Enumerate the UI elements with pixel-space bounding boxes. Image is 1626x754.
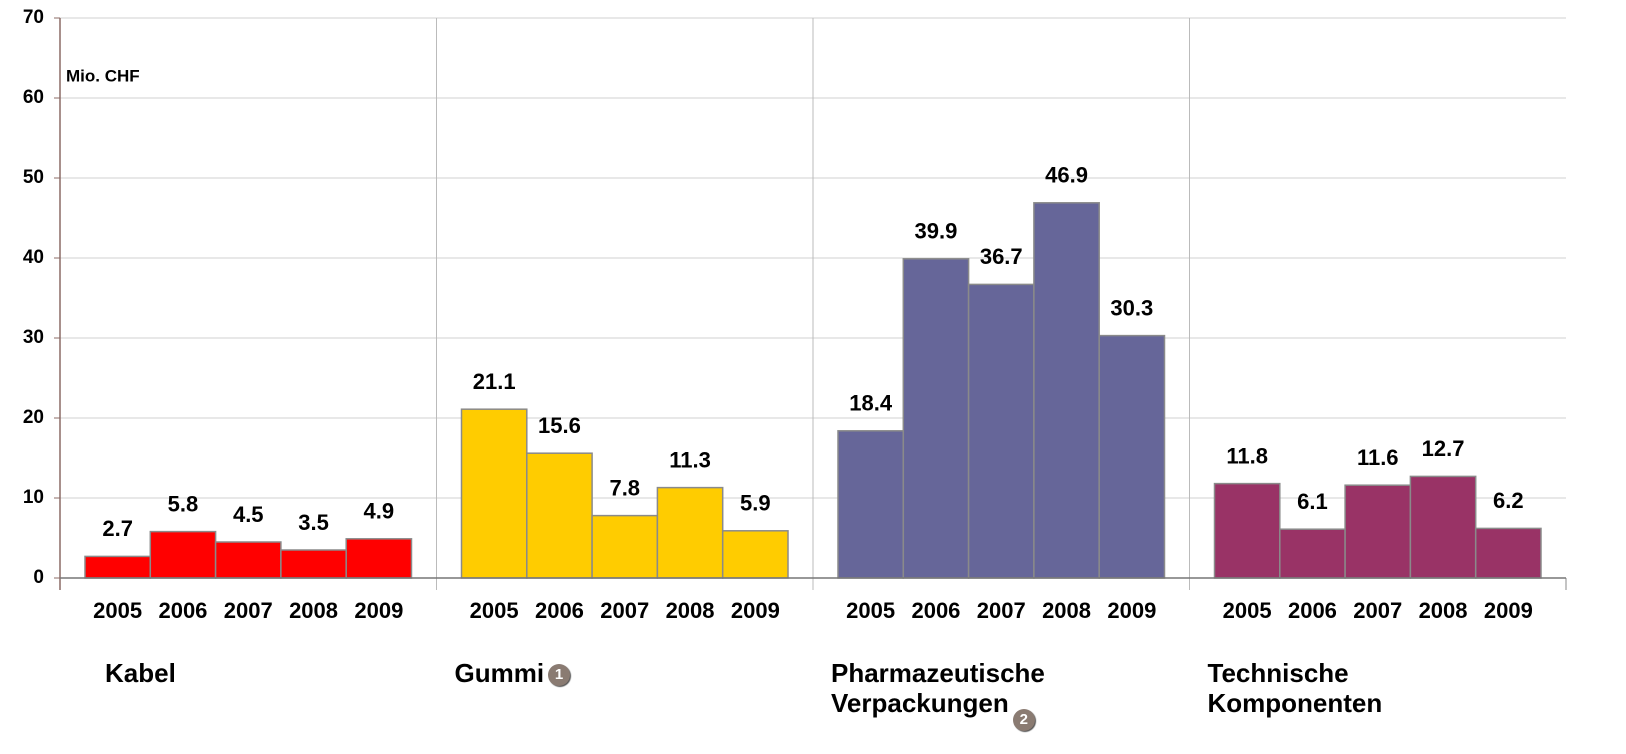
value-label: 39.9 bbox=[915, 219, 958, 244]
value-label: 5.9 bbox=[740, 491, 771, 516]
value-label: 3.5 bbox=[298, 510, 329, 535]
value-label: 4.5 bbox=[233, 502, 264, 527]
bar bbox=[721, 530, 789, 579]
x-tick-label: 2008 bbox=[666, 598, 715, 623]
bar bbox=[214, 541, 282, 579]
bar bbox=[902, 258, 970, 579]
value-label: 2.7 bbox=[102, 516, 133, 541]
value-label: 30.3 bbox=[1110, 295, 1153, 320]
x-tick-label: 2007 bbox=[224, 598, 273, 623]
bar bbox=[656, 486, 724, 579]
group-label: Kabel bbox=[105, 658, 375, 688]
value-label: 21.1 bbox=[473, 369, 516, 394]
bar bbox=[1474, 527, 1542, 579]
y-tick-label: 70 bbox=[23, 7, 44, 28]
unit-label: Mio. CHF bbox=[66, 66, 140, 85]
value-label: 11.6 bbox=[1357, 445, 1399, 470]
value-label: 7.8 bbox=[609, 475, 640, 500]
value-label: 5.8 bbox=[168, 491, 199, 516]
x-tick-label: 2007 bbox=[977, 598, 1026, 623]
bar bbox=[526, 452, 593, 579]
x-tick-label: 2009 bbox=[1107, 598, 1156, 623]
bar bbox=[1213, 482, 1281, 579]
footnote-badge: 2 bbox=[1012, 709, 1035, 731]
bar bbox=[1279, 528, 1346, 579]
group-name: Gummi bbox=[454, 658, 545, 688]
value-label: 6.1 bbox=[1297, 489, 1328, 514]
bar bbox=[84, 555, 152, 579]
x-tick-label: 2005 bbox=[93, 598, 142, 623]
x-tick-label: 2007 bbox=[600, 598, 649, 623]
value-label: 46.9 bbox=[1045, 163, 1088, 188]
value-label: 11.3 bbox=[669, 447, 711, 472]
bar bbox=[1409, 475, 1477, 579]
y-tick-label: 0 bbox=[33, 567, 44, 588]
value-label: 15.6 bbox=[538, 413, 581, 438]
x-tick-label: 2007 bbox=[1353, 598, 1402, 623]
x-tick-label: 2009 bbox=[354, 598, 403, 623]
x-tick-label: 2008 bbox=[1419, 598, 1468, 623]
x-tick-label: 2006 bbox=[911, 598, 960, 623]
y-tick-label: 60 bbox=[23, 87, 44, 108]
group-name: Kabel bbox=[105, 658, 176, 688]
value-label: 4.9 bbox=[364, 499, 395, 524]
y-tick-label: 20 bbox=[23, 407, 44, 428]
x-tick-label: 2006 bbox=[158, 598, 207, 623]
y-tick-label: 10 bbox=[23, 487, 44, 508]
x-tick-label: 2006 bbox=[535, 598, 584, 623]
x-tick-label: 2005 bbox=[470, 598, 519, 623]
y-tick-label: 30 bbox=[23, 327, 44, 348]
value-label: 11.8 bbox=[1226, 443, 1268, 468]
x-tick-label: 2008 bbox=[1042, 598, 1091, 623]
bar bbox=[591, 514, 659, 579]
footnote-badge: 1 bbox=[548, 664, 571, 687]
x-tick-label: 2005 bbox=[846, 598, 895, 623]
y-tick-label: 50 bbox=[23, 167, 44, 188]
group-label: Technische Komponenten bbox=[1208, 658, 1408, 718]
x-tick-label: 2006 bbox=[1288, 598, 1337, 623]
bar bbox=[1098, 334, 1166, 579]
value-label: 6.2 bbox=[1493, 488, 1524, 513]
bar bbox=[967, 283, 1035, 579]
bar bbox=[280, 549, 347, 579]
bar bbox=[837, 430, 905, 579]
group-label: Gummi 1 bbox=[455, 658, 725, 688]
bar bbox=[1344, 484, 1412, 579]
x-tick-label: 2005 bbox=[1223, 598, 1272, 623]
bar bbox=[345, 538, 413, 579]
value-label: 12.7 bbox=[1422, 436, 1465, 461]
value-label: 36.7 bbox=[980, 244, 1023, 269]
x-tick-label: 2008 bbox=[289, 598, 338, 623]
x-tick-label: 2009 bbox=[1484, 598, 1533, 623]
bar bbox=[460, 408, 528, 579]
bar bbox=[149, 530, 217, 579]
value-label: 18.4 bbox=[849, 391, 893, 416]
group-label: Pharmazeutische Verpackungen2 bbox=[831, 658, 1101, 731]
x-tick-label: 2009 bbox=[731, 598, 780, 623]
group-name: Technische Komponenten bbox=[1207, 658, 1383, 718]
bar bbox=[1033, 202, 1100, 579]
y-tick-label: 40 bbox=[23, 247, 44, 268]
group-name: Pharmazeutische Verpackungen bbox=[831, 658, 1045, 718]
